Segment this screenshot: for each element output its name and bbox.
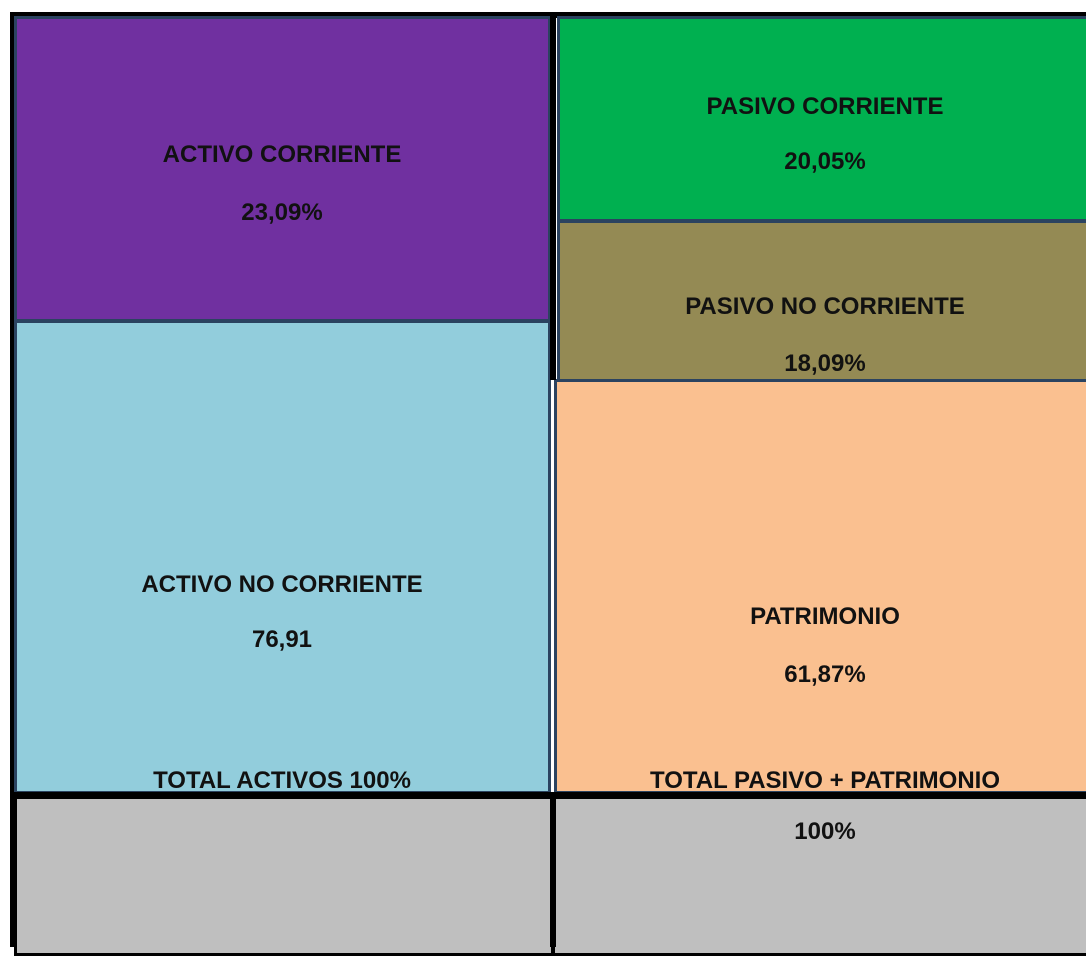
- block-label: ACTIVO NO CORRIENTE: [141, 571, 423, 598]
- block-value: 20,05%: [784, 148, 866, 175]
- outer-border: [10, 12, 1086, 18]
- divider: [10, 792, 1086, 797]
- block-value: 23,09%: [241, 199, 323, 226]
- total-label: TOTAL ACTIVOS 100%: [153, 767, 411, 794]
- block-value: 18,09%: [784, 350, 866, 377]
- total-label: TOTAL PASIVO + PATRIMONIO: [649, 767, 1001, 794]
- block-label: ACTIVO CORRIENTE: [162, 141, 402, 168]
- pasivo-corriente-box: [557, 16, 1086, 222]
- divider: [550, 792, 556, 947]
- total-value: 100%: [794, 818, 856, 845]
- outer-border: [10, 12, 16, 947]
- block-value: 76,91: [251, 626, 313, 653]
- activo-no-corriente-box: [14, 320, 551, 794]
- block-label: PASIVO CORRIENTE: [706, 93, 944, 120]
- activo-corriente-box: [14, 16, 551, 322]
- patrimonio-box: [554, 379, 1086, 794]
- block-value: 61,87%: [784, 661, 866, 688]
- block-label: PASIVO NO CORRIENTE: [685, 293, 965, 320]
- total-activos-box: [14, 796, 554, 956]
- divider: [550, 12, 556, 380]
- pasivo-no-corriente-box: [557, 220, 1086, 382]
- block-label: PATRIMONIO: [750, 603, 900, 630]
